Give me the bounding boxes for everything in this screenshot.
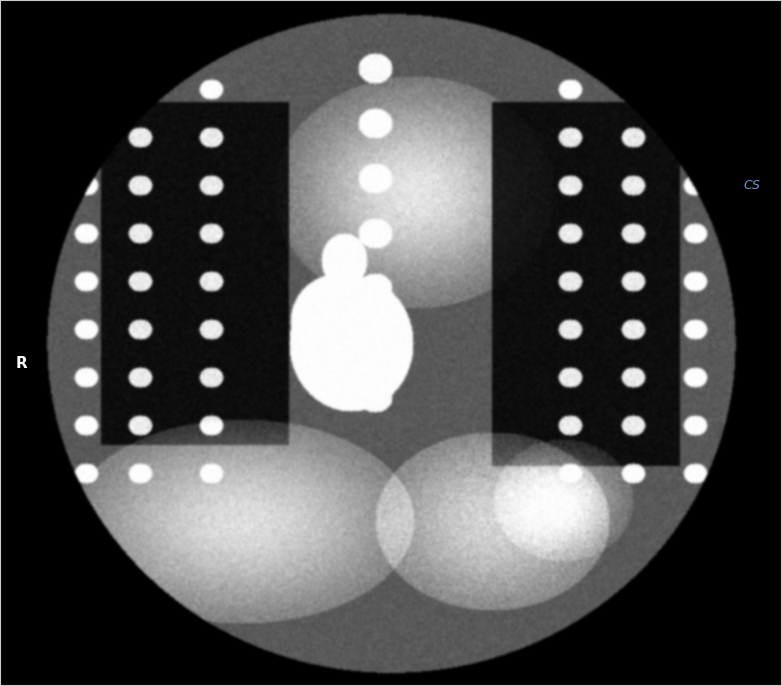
Text: R: R bbox=[16, 356, 28, 371]
Text: CS: CS bbox=[744, 179, 761, 191]
